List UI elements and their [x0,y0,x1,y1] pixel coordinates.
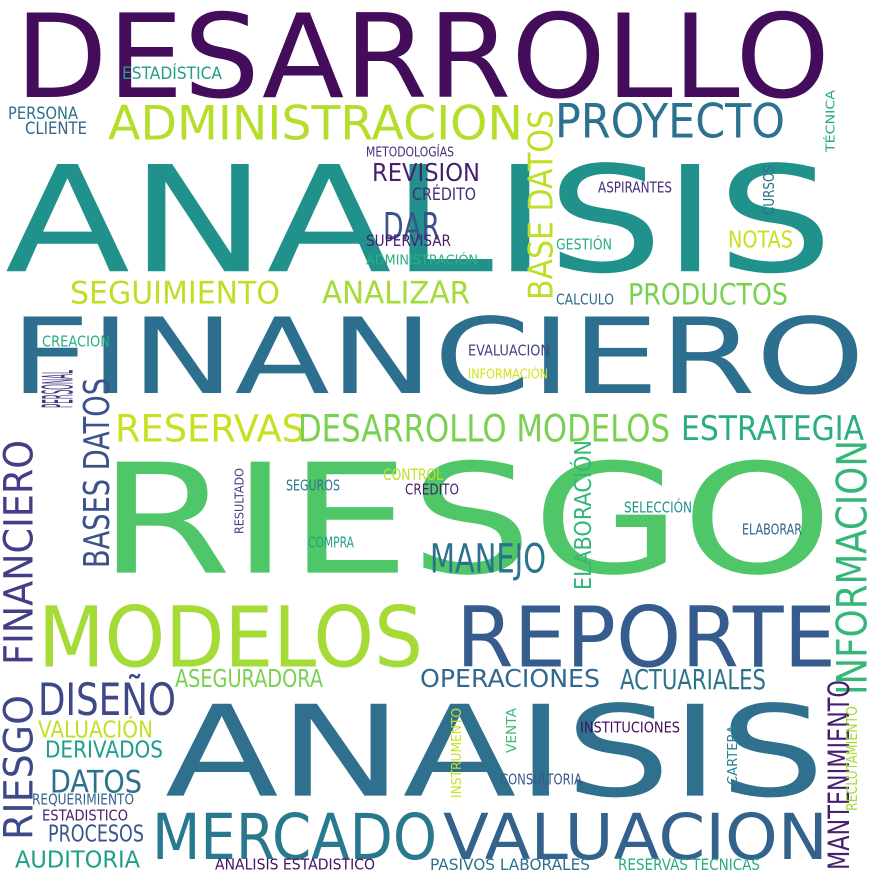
word-estadistica: ESTADÍSTICA [122,62,222,83]
word-mantenimiento: MANTENIMIENTO [822,680,856,870]
word-credito: CRÉDITO [412,183,476,204]
word-credito: CREDITO [405,481,459,498]
word-tecnica: TÉCNICA [822,90,837,154]
word-estadistico: ESTADISTICO [42,807,128,824]
word-analisis: ANALISIS [5,135,833,306]
word-calculo: CALCULO [556,291,614,308]
word-diseno: DISEÑO [38,674,176,726]
word-informacion: INFORMACIÓN [468,364,548,382]
word-cursos: CURSOS [761,165,778,215]
word-riesgo: RIESGO [98,432,833,609]
word-derivados: DERIVADOS [45,737,163,763]
word-consultoria: CONSULTORIA [500,771,582,788]
word-elaboracion: ELABORACIÓN [569,440,597,590]
word-reservas-tecnicas: RESERVAS TECNICAS [618,855,760,874]
word-pasivos-laborales: PASIVOS LABORALES [430,855,590,874]
word-aseguradora: ASEGURADORA [175,664,324,693]
word-desarrollo-modelos: DESARROLLO MODELOS [298,407,670,451]
word-persona: PERSONA [8,103,78,123]
word-mercado: MERCADO [152,801,437,874]
word-administracion: ADMINISTRACIÓN [366,250,478,268]
word-base-datos: BASE DATOS [522,110,561,300]
word-reporte: REPORTE [456,588,836,686]
word-desarrollo: DESARROLLO [15,0,830,125]
word-valuacion: VALUACIÓN [38,715,153,743]
word-procesos: PROCESOS [48,821,144,847]
word-personal: PERSONAL [33,370,82,408]
word-seguros: SEGUROS [286,477,340,494]
word-bases-datos: BASES DATOS [77,378,118,568]
word-reclutamiento: RECLUTAMIENTO [844,706,861,811]
word-gestion: GESTIÓN [556,235,612,253]
word-elaborar: ELABORAR [742,521,802,538]
word-aspirantes: ASPIRANTES [598,179,672,196]
word-notas: NOTAS [728,227,793,253]
word-resultado: RESULTADO [231,468,246,534]
word-revision: REVISION [372,158,480,187]
word-instituciones: INSTITUCIONES [580,719,680,736]
word-dar: DAR [383,205,440,249]
word-informacion: INFORMACION [827,440,874,695]
word-administracion: ADMINISTRACION [108,97,523,152]
word-operaciones: OPERACIONES [420,664,600,693]
word-cartera: CARTERA [725,724,741,785]
word-evaluacion: EVALUACION [468,342,550,359]
word-analizar: ANALIZAR [322,275,470,311]
word-instrumento: INSTRUMENTO [449,708,465,798]
word-financiero: FINANCIERO [10,296,865,418]
word-productos: PRODUCTOS [628,278,788,312]
word-proyecto: PROYECTO [555,95,785,150]
word-control: CONTROL [383,465,443,484]
word-valuacion: VALUACION [443,801,828,874]
word-manejo: MANEJO [430,536,546,582]
word-reservas: RESERVAS [115,407,305,451]
word-seguimiento: SEGUIMIENTO [70,275,280,311]
word-creacion: CREACION [42,333,110,350]
word-venta: VENTA [504,707,520,753]
word-auditoria: AUDITORIA [15,847,140,873]
word-seleccion: SELECCIÓN [624,498,692,516]
word-requerimiento: REQUERIMIENTO [32,791,134,808]
word-estrategia: ESTRATEGIA [681,409,864,448]
word-supervisar: SUPERVISAR [366,231,451,250]
word-modelos: MODELOS [38,588,423,686]
word-financiero: FINANCIERO [0,440,43,665]
word-actuariales: ACTUARIALES [620,665,766,696]
word-compra: COMPRA [308,534,354,551]
word-riesgo: RIESGO [0,695,43,840]
word-metodologias: METODOLOGÍAS [366,142,454,160]
word-datos: DATOS [50,764,142,800]
word-cliente: CLIENTE [25,118,87,138]
word-anaisis: ANAISIS [165,679,825,826]
word-analisis-estadistico: ANALISIS ESTADISTICO [215,856,375,873]
